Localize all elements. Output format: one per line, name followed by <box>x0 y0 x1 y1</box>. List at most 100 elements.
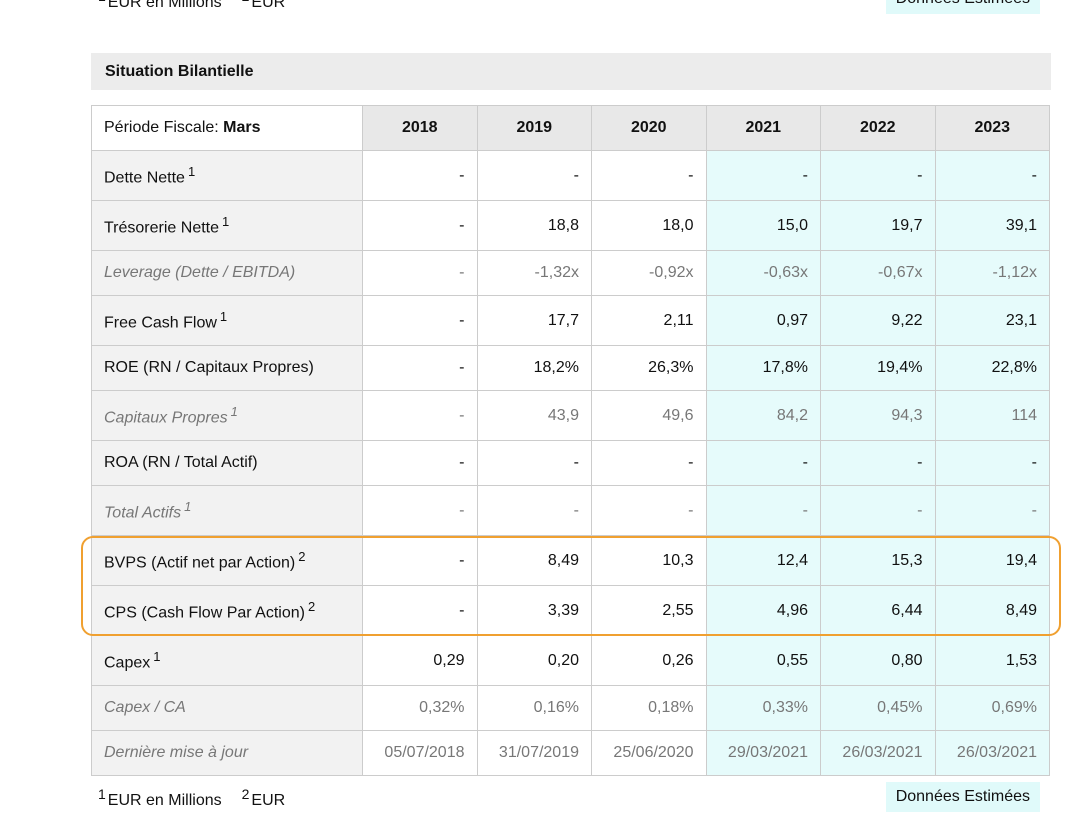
footnote-mark: 1 <box>184 498 192 514</box>
data-row: ROA (RN / Total Actif) - - - - - - <box>91 440 1050 486</box>
data-row: Capitaux Propres 1-43,9 49,6 84,2 94,3 114 <box>91 390 1050 441</box>
value-cell: - <box>476 440 592 486</box>
value-cell: 0,45% <box>820 685 936 731</box>
value-cell: 17,8% <box>705 345 821 391</box>
value-cell: 17,7 <box>476 295 592 346</box>
note-text: EUR <box>251 0 286 12</box>
value-cell: 0,33% <box>705 685 821 731</box>
value-cell: - <box>591 150 707 201</box>
label-text: BVPS (Actif net par Action) <box>104 554 296 572</box>
year-header: 2019 <box>476 105 592 151</box>
row-label: Leverage (Dette / EBITDA) <box>91 250 363 296</box>
label-text: Capex <box>104 654 151 672</box>
footnote-mark: 1 <box>230 403 238 419</box>
value-cell: - <box>705 440 821 486</box>
value-cell: 2,55 <box>591 585 707 636</box>
value-cell: - <box>476 150 592 201</box>
period-label: Période Fiscale: <box>104 119 219 136</box>
value-cell: 26,3% <box>591 345 707 391</box>
value-cell: - <box>476 485 592 536</box>
row-label: Free Cash Flow 1 <box>91 295 363 346</box>
value-cell: 1,53 <box>934 635 1050 686</box>
value-cell: 05/07/2018 <box>362 730 478 776</box>
value-cell: - <box>591 440 707 486</box>
data-row: Leverage (Dette / EBITDA) - -1,32x -0,92x -0… <box>91 250 1050 296</box>
value-cell: - <box>591 485 707 536</box>
year-header: 2022 <box>820 105 936 151</box>
label-text: ROE (RN / Capitaux Propres) <box>104 359 314 376</box>
value-cell: - <box>362 390 478 441</box>
balance-table: Période Fiscale: Mars 2018 2019 2020 2021 202… <box>91 105 1050 776</box>
label-text: Leverage (Dette / EBITDA) <box>104 264 296 281</box>
label-text: CPS (Cash Flow Par Action) <box>104 604 305 622</box>
value-cell: - <box>362 535 478 586</box>
data-row: Capex / CA 0,32% 0,16% 0,18% 0,33% 0,45% 0,69% <box>91 685 1050 731</box>
label-text: Capitaux Propres <box>104 409 228 427</box>
value-cell: - <box>705 150 821 201</box>
note-mark: 1 <box>98 786 106 802</box>
value-cell: - <box>362 295 478 346</box>
row-label: ROA (RN / Total Actif) <box>91 440 363 486</box>
value-cell: - <box>362 345 478 391</box>
data-row: Free Cash Flow 1-17,7 2,11 0,97 9,22 23,1 <box>91 295 1050 346</box>
label-text: Free Cash Flow <box>104 314 217 332</box>
value-cell: 23,1 <box>934 295 1050 346</box>
label-text: Total Actifs <box>104 504 182 522</box>
badge: Données Estimées <box>885 782 1040 812</box>
value-cell: 15,3 <box>820 535 936 586</box>
label-text: Dette Nette <box>104 169 185 187</box>
value-cell: 10,3 <box>591 535 707 586</box>
value-cell: 49,6 <box>591 390 707 441</box>
value-cell: 84,2 <box>705 390 821 441</box>
note-mark: 2 <box>241 786 250 802</box>
year-header: 2020 <box>591 105 707 151</box>
section-title: Situation Bilantielle <box>91 53 1051 90</box>
value-cell: 22,8% <box>934 345 1050 391</box>
value-cell: 26/03/2021 <box>820 730 936 776</box>
notes: 1 EUR en Millions 2 EUR <box>98 786 305 810</box>
value-cell: 0,26 <box>591 635 707 686</box>
value-cell: 3,39 <box>476 585 592 636</box>
data-row: Total Actifs 1- - - - - - <box>91 485 1050 536</box>
note-text: EUR <box>251 792 286 810</box>
row-label: Dette Nette 1 <box>91 150 363 201</box>
value-cell: 18,8 <box>476 200 592 251</box>
value-cell: 0,69% <box>934 685 1050 731</box>
value-cell: 12,4 <box>705 535 821 586</box>
value-cell: 29/03/2021 <box>705 730 821 776</box>
data-row: Dette Nette 1- - - - - - <box>91 150 1050 201</box>
header-row: Période Fiscale: Mars 2018 2019 2020 2021 202… <box>91 105 1050 151</box>
period-cell: Période Fiscale: Mars <box>91 105 363 151</box>
row-label: Dernière mise à jour <box>91 730 363 776</box>
year-header: 2018 <box>362 105 478 151</box>
value-cell: 0,97 <box>705 295 821 346</box>
footnote-mark: 1 <box>153 648 161 664</box>
label-text: Trésorerie Nette <box>104 219 219 237</box>
note-text: EUR en Millions <box>107 0 222 12</box>
note-text: EUR en Millions <box>107 792 222 810</box>
value-cell: 43,9 <box>476 390 592 441</box>
value-cell: - <box>820 440 936 486</box>
year-header: 2023 <box>934 105 1050 151</box>
badge-top: Données Estimées <box>885 0 1040 14</box>
value-cell: 0,29 <box>362 635 478 686</box>
value-cell: 19,7 <box>820 200 936 251</box>
period-value: Mars <box>223 119 261 136</box>
data-row: BVPS (Actif net par Action) 2-8,49 10,3 12,… <box>91 535 1050 586</box>
value-cell: 2,11 <box>591 295 707 346</box>
value-cell: 8,49 <box>476 535 592 586</box>
row-label: BVPS (Actif net par Action) 2 <box>91 535 363 586</box>
footnote-mark: 1 <box>187 163 196 179</box>
value-cell: - <box>820 485 936 536</box>
row-label: Capitaux Propres 1 <box>91 390 363 441</box>
value-cell: 25/06/2020 <box>591 730 707 776</box>
value-cell: -1,12x <box>934 250 1050 296</box>
data-row: ROE (RN / Capitaux Propres) -18,2% 26,3% 17… <box>91 345 1050 391</box>
row-label: Capex 1 <box>91 635 363 686</box>
row-label: Capex / CA <box>91 685 363 731</box>
value-cell: 0,20 <box>476 635 592 686</box>
value-cell: 39,1 <box>934 200 1050 251</box>
